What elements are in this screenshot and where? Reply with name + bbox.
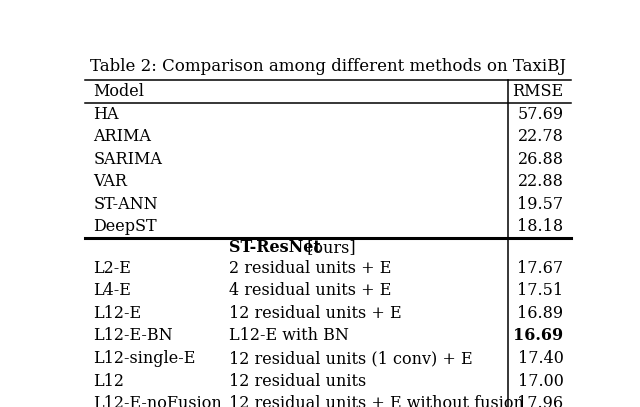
Text: DeepST: DeepST [93, 218, 157, 235]
Text: 26.88: 26.88 [518, 151, 564, 168]
Text: L12-E-noFusion: L12-E-noFusion [93, 395, 222, 407]
Text: 2 residual units + E: 2 residual units + E [229, 260, 391, 277]
Text: VAR: VAR [93, 173, 127, 190]
Text: L12-single-E: L12-single-E [93, 350, 196, 367]
Text: 12 residual units + E: 12 residual units + E [229, 305, 401, 322]
Text: 17.96: 17.96 [518, 395, 564, 407]
Text: 17.67: 17.67 [518, 260, 564, 277]
Text: 16.89: 16.89 [518, 305, 564, 322]
Text: 12 residual units + E without fusion: 12 residual units + E without fusion [229, 395, 524, 407]
Text: L12-E-BN: L12-E-BN [93, 327, 173, 344]
Text: [ours]: [ours] [302, 239, 356, 256]
Text: 17.51: 17.51 [518, 282, 564, 299]
Text: 22.78: 22.78 [518, 128, 564, 145]
Text: 57.69: 57.69 [518, 105, 564, 123]
Text: ST-ResNet: ST-ResNet [229, 239, 321, 256]
Text: L12-E with BN: L12-E with BN [229, 327, 349, 344]
Text: 12 residual units (1 conv) + E: 12 residual units (1 conv) + E [229, 350, 472, 367]
Text: L12-E: L12-E [93, 305, 141, 322]
Text: RMSE: RMSE [513, 83, 564, 99]
Text: ST-ANN: ST-ANN [93, 196, 158, 213]
Text: 16.69: 16.69 [513, 327, 564, 344]
Text: 17.00: 17.00 [518, 372, 564, 389]
Text: HA: HA [93, 105, 119, 123]
Text: L12: L12 [93, 372, 124, 389]
Text: 22.88: 22.88 [518, 173, 564, 190]
Text: L2-E: L2-E [93, 260, 131, 277]
Text: ARIMA: ARIMA [93, 128, 151, 145]
Text: SARIMA: SARIMA [93, 151, 163, 168]
Text: Model: Model [93, 83, 145, 99]
Text: 19.57: 19.57 [518, 196, 564, 213]
Text: 4 residual units + E: 4 residual units + E [229, 282, 391, 299]
Text: L4-E: L4-E [93, 282, 131, 299]
Text: 12 residual units: 12 residual units [229, 372, 366, 389]
Text: Table 2: Comparison among different methods on TaxiBJ: Table 2: Comparison among different meth… [90, 58, 566, 75]
Text: 17.40: 17.40 [518, 350, 564, 367]
Text: 18.18: 18.18 [518, 218, 564, 235]
